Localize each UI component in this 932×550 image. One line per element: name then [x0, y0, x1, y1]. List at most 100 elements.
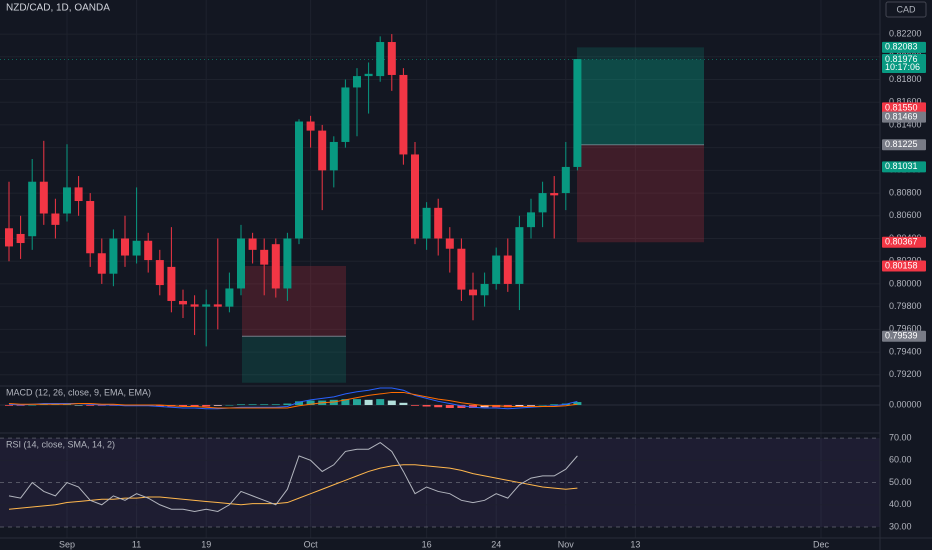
- candle-body: [132, 240, 141, 256]
- histogram-bar: [260, 404, 269, 406]
- candle-body: [63, 187, 71, 214]
- x-tick-label: Oct: [304, 539, 319, 549]
- y-tick-label: 0.80000: [889, 278, 922, 288]
- histogram-bar: [434, 405, 443, 408]
- y-tick-label: 0.82200: [889, 28, 922, 38]
- rsi-sma-line: [8, 464, 578, 510]
- candle-body: [457, 248, 466, 290]
- candle-body: [16, 233, 25, 244]
- candle-body: [213, 304, 222, 307]
- currency[interactable]: CAD: [896, 4, 916, 14]
- price-label: 0.81031: [885, 161, 918, 171]
- x-tick-label: 13: [630, 539, 640, 549]
- target-zone: [242, 336, 346, 383]
- candle-body: [341, 87, 350, 142]
- candle-body: [480, 283, 489, 296]
- histogram-bar: [538, 405, 547, 406]
- price-label-bg: [882, 102, 926, 114]
- candle-body: [411, 154, 419, 239]
- last-price-bg: [882, 54, 926, 74]
- candle-body: [561, 166, 570, 194]
- candle-body: [469, 289, 477, 296]
- x-tick-label: Nov: [558, 539, 575, 549]
- candle-body: [387, 42, 396, 75]
- x-tick-label: 11: [132, 539, 141, 549]
- histogram-bar: [5, 405, 13, 406]
- candle-body: [144, 240, 153, 261]
- price-label-bg: [882, 236, 926, 248]
- stop-zone: [242, 265, 346, 337]
- macd-line: [8, 387, 578, 410]
- candle-body: [190, 304, 199, 307]
- y-tick-label: 0.00000: [889, 399, 922, 409]
- candle-body: [39, 181, 48, 214]
- candle-body: [329, 141, 338, 171]
- candle-body: [422, 207, 431, 239]
- histogram-bar: [271, 404, 280, 406]
- price-label-bg: [882, 139, 926, 151]
- candle-body: [434, 207, 443, 239]
- histogram-bar: [341, 399, 350, 406]
- histogram-bar: [411, 405, 419, 406]
- price-label-bg: [882, 161, 926, 173]
- candle-body: [167, 266, 176, 301]
- candle-body: [492, 255, 501, 284]
- histogram-bar: [445, 405, 454, 408]
- candle-body: [237, 238, 245, 289]
- candle-body: [527, 212, 535, 228]
- histogram-bar: [86, 405, 95, 406]
- grid: [0, 0, 880, 538]
- y-tick-label: 70.00: [889, 432, 912, 442]
- histogram-bar: [550, 404, 559, 406]
- open-profit: [577, 59, 704, 145]
- rsi-title: RSI (14, close, SMA, 14, 2): [6, 439, 115, 449]
- histogram-bar: [74, 405, 83, 406]
- histogram-bar: [573, 402, 582, 406]
- x-tick-label: 16: [422, 539, 432, 549]
- y-tick-label: 60.00: [889, 455, 912, 465]
- price-label-bg: [882, 111, 926, 123]
- histogram-bar: [237, 404, 245, 406]
- candle-body: [515, 227, 524, 284]
- candle-body: [295, 121, 303, 239]
- price-label: 0.81469: [885, 111, 918, 121]
- histogram-bar: [399, 402, 408, 406]
- y-tick-label: 30.00: [889, 521, 912, 531]
- currency-box[interactable]: [885, 1, 927, 18]
- stop-zone: [577, 144, 704, 243]
- candle-body: [283, 238, 292, 289]
- price-label: 0.79539: [885, 331, 918, 341]
- price-label: 0.82083: [885, 42, 918, 52]
- x-tick-label: Sep: [59, 539, 75, 549]
- histogram-bar: [28, 405, 37, 406]
- histogram-bar: [387, 400, 396, 406]
- symbol-title: NZD/CAD, 1D, OANDA: [6, 3, 110, 14]
- candle-body: [573, 59, 582, 167]
- histogram-bar: [376, 399, 385, 406]
- candle-body: [74, 187, 83, 202]
- histogram-bar: [515, 405, 524, 407]
- x-tick-label: Dec: [813, 539, 830, 549]
- histogram-bar: [283, 403, 292, 406]
- price-label-bg: [882, 41, 926, 53]
- histogram-bar: [202, 405, 211, 407]
- x-tick-label: 24: [491, 539, 501, 549]
- candle-body: [202, 304, 211, 307]
- countdown: 10:17:06: [885, 62, 920, 72]
- histogram-bar: [248, 404, 257, 406]
- histogram-bar: [225, 405, 234, 406]
- candle-body: [86, 201, 95, 254]
- histogram-bar: [422, 405, 431, 407]
- y-tick-label: 0.79400: [889, 346, 922, 356]
- macd-title: MACD (12, 26, close, 9, EMA, EMA): [6, 387, 151, 397]
- candle-body: [376, 42, 385, 77]
- candle-body: [51, 213, 60, 225]
- candle-body: [364, 73, 373, 77]
- histogram-bar: [527, 405, 535, 406]
- candle-body: [155, 260, 164, 286]
- candle-body: [538, 193, 547, 213]
- marks: [0, 34, 880, 512]
- candle-body: [306, 121, 315, 131]
- histogram-bar: [179, 405, 187, 407]
